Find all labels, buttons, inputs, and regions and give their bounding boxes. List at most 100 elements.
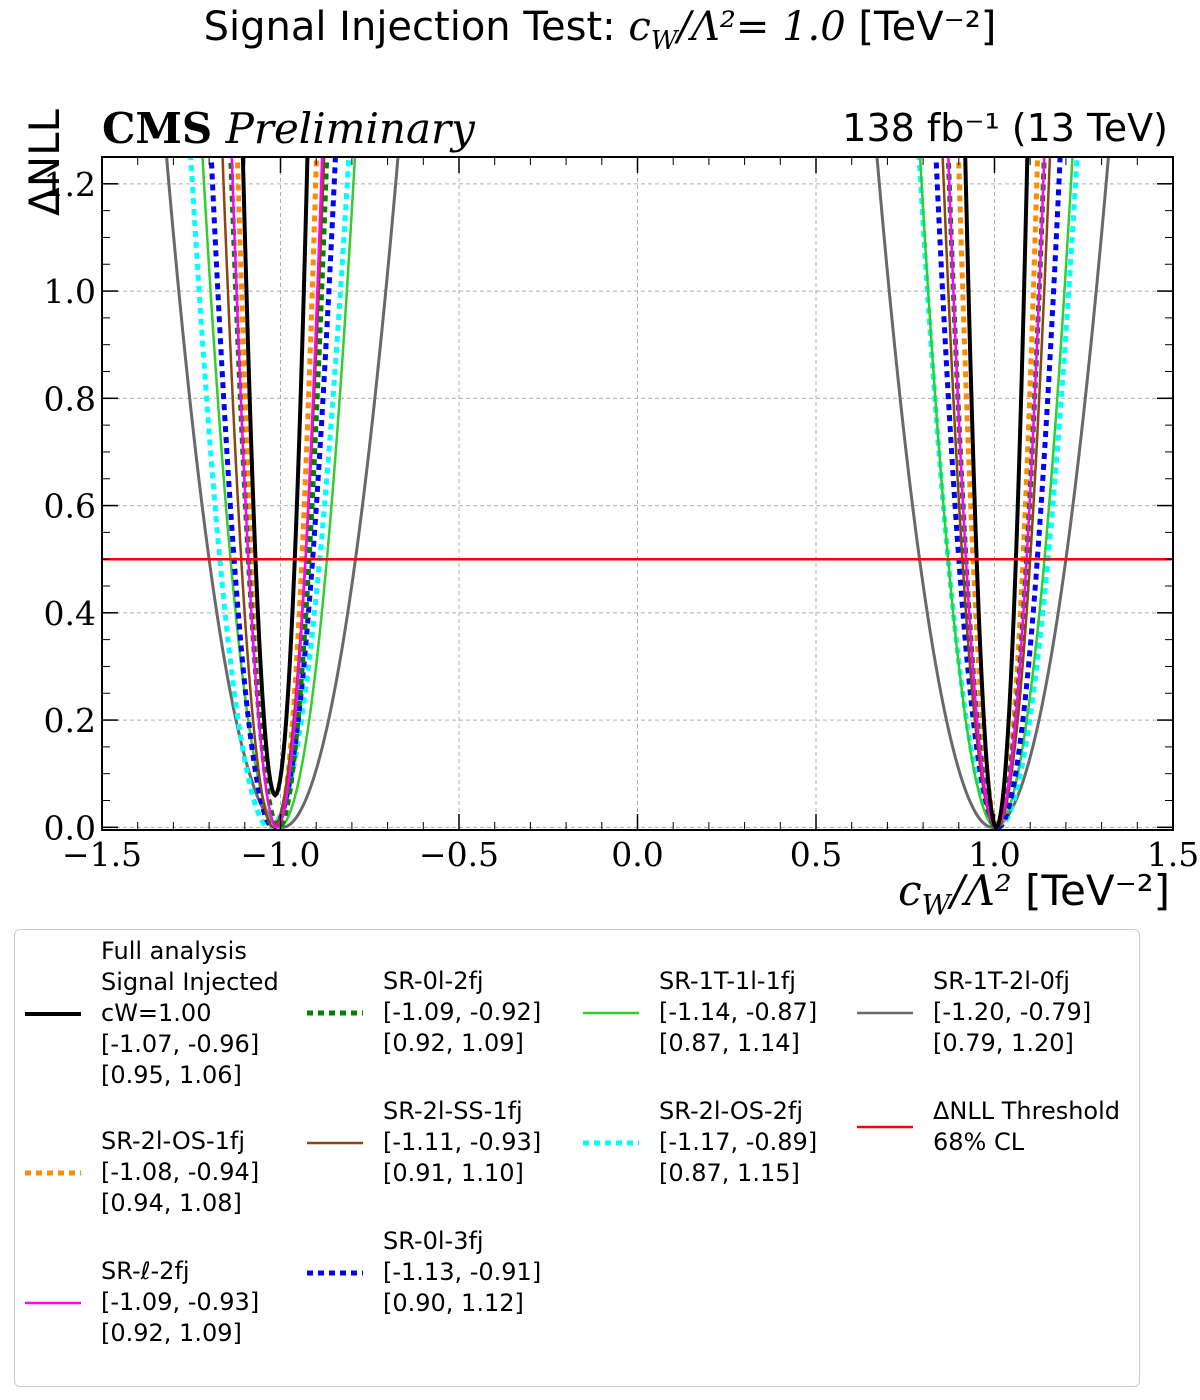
legend-entry: ΔNLL Threshold 68% CL bbox=[855, 1096, 1120, 1158]
nll-curve bbox=[963, 157, 1030, 830]
y-tick-label: 0.0 bbox=[44, 808, 96, 847]
legend-entry: SR-2l-SS-1fj [-1.11, -0.93] [0.91, 1.10] bbox=[305, 1096, 541, 1189]
nll-curve bbox=[941, 157, 1052, 829]
legend: Full analysis Signal Injected cW=1.00 [-1.0… bbox=[14, 929, 1140, 1387]
legend-label: Full analysis Signal Injected cW=1.00 [-1.0… bbox=[101, 936, 279, 1091]
legend-label-line: [-1.09, -0.93] bbox=[101, 1288, 260, 1316]
nll-curve bbox=[947, 157, 1046, 829]
legend-label: SR-2l-OS-2fj [-1.17, -0.89] [0.87, 1.15] bbox=[659, 1096, 817, 1189]
legend-label-line: SR-2l-SS-1fj bbox=[383, 1097, 523, 1125]
legend-label-line: [-1.07, -0.96] bbox=[101, 1030, 260, 1058]
legend-entry: Full analysis Signal Injected cW=1.00 [-1.0… bbox=[23, 936, 279, 1091]
legend-label: SR-0l-2fj [-1.09, -0.92] [0.92, 1.09] bbox=[383, 966, 541, 1059]
y-tick-label: 1.0 bbox=[44, 272, 96, 311]
legend-entry: SR-ℓ-2fj [-1.09, -0.93] [0.92, 1.09] bbox=[23, 1256, 259, 1349]
nll-curve bbox=[188, 157, 352, 830]
legend-swatch bbox=[25, 1011, 81, 1016]
x-tick-label: 1.5 bbox=[1147, 835, 1199, 874]
x-axis-label: cW/Λ² [TeV⁻²] bbox=[898, 866, 1170, 922]
y-tick-label: 0.4 bbox=[44, 594, 96, 633]
x-tick-label: −1.0 bbox=[240, 835, 320, 874]
luminosity-label: 138 fb⁻¹ (13 TeV) bbox=[842, 106, 1168, 150]
experiment-name: CMS bbox=[102, 104, 213, 153]
legend-label-line: [-1.09, -0.92] bbox=[383, 998, 542, 1026]
x-tick-label: 0.5 bbox=[790, 835, 842, 874]
legend-label-line: [0.90, 1.12] bbox=[383, 1289, 524, 1317]
curve-group bbox=[102, 157, 1173, 830]
experiment-label: CMS Preliminary bbox=[102, 104, 475, 153]
legend-label-line: SR-0l-3fj bbox=[383, 1227, 484, 1255]
legend-entry: SR-2l-OS-1fj [-1.08, -0.94] [0.94, 1.08] bbox=[23, 1126, 259, 1219]
legend-label-line: SR-2l-OS-2fj bbox=[659, 1097, 804, 1125]
legend-label-line: [-1.14, -0.87] bbox=[659, 998, 818, 1026]
legend-label-line: Signal Injected bbox=[101, 968, 279, 996]
y-tick-label: 0.6 bbox=[44, 487, 96, 526]
legend-label: SR-1T-1l-1fj [-1.14, -0.87] [0.87, 1.14] bbox=[659, 966, 817, 1059]
legend-entry: SR-0l-2fj [-1.09, -0.92] [0.92, 1.09] bbox=[305, 966, 541, 1059]
experiment-status: Preliminary bbox=[225, 104, 475, 153]
legend-label: SR-0l-3fj [-1.13, -0.91] [0.90, 1.12] bbox=[383, 1226, 541, 1319]
legend-entry: SR-1T-2l-0fj [-1.20, -0.79] [0.79, 1.20] bbox=[855, 966, 1091, 1059]
legend-label-line: [0.87, 1.15] bbox=[659, 1159, 800, 1187]
legend-label-line: cW=1.00 bbox=[101, 999, 212, 1027]
nll-curve bbox=[201, 157, 357, 829]
legend-label-line: [0.87, 1.14] bbox=[659, 1029, 800, 1057]
legend-swatch bbox=[307, 1270, 363, 1275]
legend-label-line: [0.79, 1.20] bbox=[933, 1029, 1074, 1057]
legend-label-line: [0.95, 1.06] bbox=[101, 1061, 242, 1089]
axis-ticks bbox=[101, 156, 1174, 830]
legend-label-line: [0.91, 1.10] bbox=[383, 1159, 524, 1187]
title-prefix: Signal Injection Test: bbox=[203, 4, 629, 50]
legend-label-line: Full analysis bbox=[101, 937, 247, 965]
legend-label-line: SR-ℓ-2fj bbox=[101, 1257, 190, 1285]
legend-label: ΔNLL Threshold 68% CL bbox=[933, 1096, 1120, 1158]
legend-swatch bbox=[583, 1011, 639, 1014]
nll-curve bbox=[240, 157, 310, 798]
legend-label-line: [-1.20, -0.79] bbox=[933, 998, 1092, 1026]
y-tick-label: 1.2 bbox=[44, 165, 96, 204]
legend-label-line: [-1.08, -0.94] bbox=[101, 1158, 260, 1186]
legend-swatch bbox=[857, 1125, 913, 1129]
legend-label: SR-2l-SS-1fj [-1.11, -0.93] [0.91, 1.10] bbox=[383, 1096, 541, 1189]
nll-plot: −1.5 −1.0 −0.5 0.0 0.5 1.0 1.5 0.0 0.2 0.4 0.6 0.8 1… bbox=[44, 156, 1200, 874]
legend-label-line: [-1.13, -0.91] bbox=[383, 1258, 542, 1286]
title-unit: [TeV⁻²] bbox=[845, 4, 997, 50]
nll-curve bbox=[208, 157, 338, 830]
y-tick-label: 0.8 bbox=[44, 379, 96, 418]
nll-curve bbox=[234, 157, 319, 830]
title-math: cW/Λ²= 1.0 bbox=[628, 4, 846, 56]
legend-label-line: SR-1T-2l-0fj bbox=[933, 967, 1070, 995]
legend-label: SR-ℓ-2fj [-1.09, -0.93] [0.92, 1.09] bbox=[101, 1256, 259, 1349]
legend-label-line: [0.92, 1.09] bbox=[101, 1319, 242, 1347]
legend-label-line: ΔNLL Threshold bbox=[933, 1097, 1121, 1125]
nll-curve bbox=[165, 157, 400, 829]
legend-label-line: [0.92, 1.09] bbox=[383, 1029, 524, 1057]
grid-lines bbox=[101, 157, 1174, 830]
legend-label-line: SR-2l-OS-1fj bbox=[101, 1127, 246, 1155]
x-tick-label: 1.0 bbox=[968, 835, 1020, 874]
nll-curve bbox=[933, 157, 1063, 830]
y-tick-label: 0.2 bbox=[44, 701, 96, 740]
x-tick-label: −1.5 bbox=[62, 835, 142, 874]
legend-label-line: 68% CL bbox=[933, 1128, 1025, 1156]
nll-curve bbox=[918, 157, 1074, 829]
legend-label: SR-1T-2l-0fj [-1.20, -0.79] [0.79, 1.20] bbox=[933, 966, 1091, 1059]
x-tick-label: 0.0 bbox=[611, 835, 663, 874]
nll-curve bbox=[875, 157, 1110, 829]
legend-label-line: [0.94, 1.08] bbox=[101, 1189, 242, 1217]
tick-labels: −1.5 −1.0 −0.5 0.0 0.5 1.0 1.5 0.0 0.2 0.4 0.6 0.8 1… bbox=[44, 165, 1200, 874]
legend-swatch bbox=[857, 1011, 913, 1014]
legend-label-line: SR-1T-1l-1fj bbox=[659, 967, 796, 995]
legend-label-line: [-1.11, -0.93] bbox=[383, 1128, 542, 1156]
legend-label-line: SR-0l-2fj bbox=[383, 967, 484, 995]
legend-swatch bbox=[583, 1140, 639, 1145]
x-tick-label: −0.5 bbox=[419, 835, 499, 874]
legend-label: SR-2l-OS-1fj [-1.08, -0.94] [0.94, 1.08] bbox=[101, 1126, 259, 1219]
legend-entry: SR-0l-3fj [-1.13, -0.91] [0.90, 1.12] bbox=[305, 1226, 541, 1319]
legend-entry: SR-2l-OS-2fj [-1.17, -0.89] [0.87, 1.15] bbox=[581, 1096, 817, 1189]
legend-entry: SR-1T-1l-1fj [-1.14, -0.87] [0.87, 1.14] bbox=[581, 966, 817, 1059]
legend-swatch bbox=[307, 1010, 363, 1015]
legend-swatch bbox=[25, 1301, 81, 1304]
legend-label-line: [-1.17, -0.89] bbox=[659, 1128, 818, 1156]
chart-title: Signal Injection Test: cW/Λ²= 1.0 [TeV⁻²… bbox=[0, 4, 1200, 56]
